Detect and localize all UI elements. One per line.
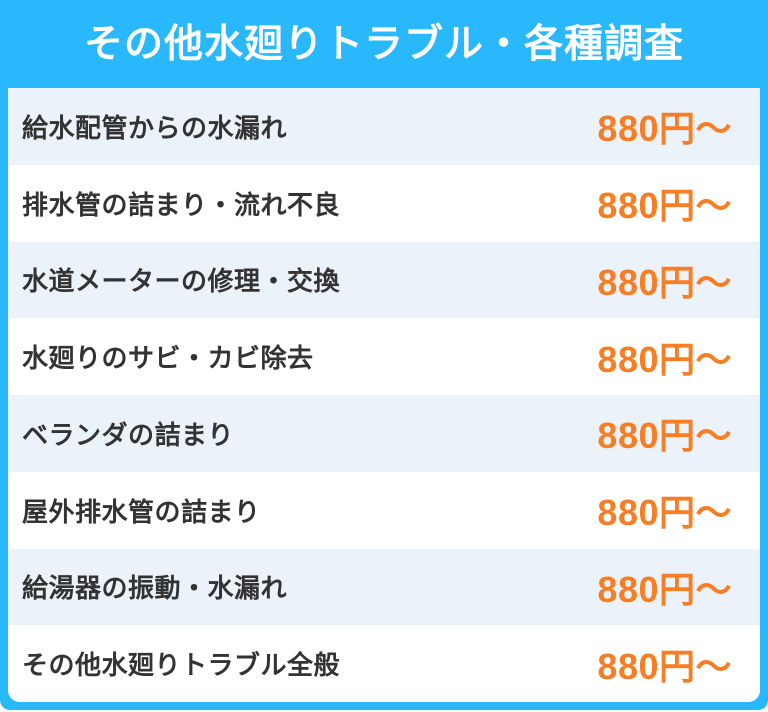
price-value: 880円〜 xyxy=(597,338,732,380)
price-value: 880円〜 xyxy=(597,645,732,687)
service-label: 給湯器の振動・水漏れ xyxy=(22,573,288,604)
service-label: ベランダの詰まり xyxy=(22,419,235,450)
table-row: 給湯器の振動・水漏れ 880円〜 xyxy=(8,548,760,626)
table-title: その他水廻りトラブル・各種調査 xyxy=(83,22,684,66)
table-row: 水道メーターの修理・交換 880円〜 xyxy=(8,241,760,319)
table-header: その他水廻りトラブル・各種調査 xyxy=(8,0,760,88)
price-value: 880円〜 xyxy=(597,108,732,150)
service-label: 給水配管からの水漏れ xyxy=(22,112,288,143)
service-label: 屋外排水管の詰まり xyxy=(22,496,261,527)
price-value: 880円〜 xyxy=(597,568,732,610)
service-label: 水廻りのサビ・カビ除去 xyxy=(22,343,314,374)
table-row: 屋外排水管の詰まり 880円〜 xyxy=(8,471,760,549)
table-row: ベランダの詰まり 880円〜 xyxy=(8,395,760,472)
price-value: 880円〜 xyxy=(597,415,732,457)
service-label: その他水廻りトラブル全般 xyxy=(22,650,341,681)
table-row: その他水廻りトラブル全般 880円〜 xyxy=(8,625,760,702)
table-row: 給水配管からの水漏れ 880円〜 xyxy=(8,88,760,165)
price-value: 880円〜 xyxy=(597,492,732,534)
price-value: 880円〜 xyxy=(597,261,732,303)
table-body: 給水配管からの水漏れ 880円〜 排水管の詰まり・流れ不良 880円〜 水道メー… xyxy=(8,88,760,702)
service-label: 排水管の詰まり・流れ不良 xyxy=(22,189,341,220)
table-row: 水廻りのサビ・カビ除去 880円〜 xyxy=(8,318,760,395)
table-row: 排水管の詰まり・流れ不良 880円〜 xyxy=(8,164,760,242)
price-value: 880円〜 xyxy=(597,185,732,227)
service-label: 水道メーターの修理・交換 xyxy=(22,266,341,297)
